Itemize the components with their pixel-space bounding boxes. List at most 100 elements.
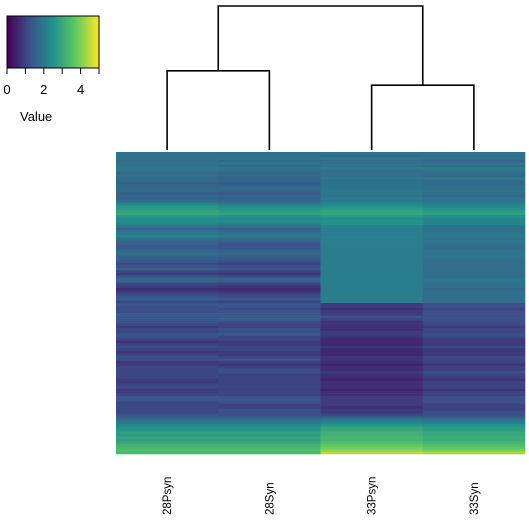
heatmap-cell: [320, 375, 424, 379]
heatmap-cell: [116, 438, 219, 442]
heatmap-cell: [116, 290, 219, 294]
heatmap-cell: [218, 446, 321, 450]
heatmap-cell: [422, 277, 526, 281]
heatmap-cell: [116, 436, 219, 440]
heatmap-cell: [422, 358, 526, 362]
heatmap-cell: [116, 451, 219, 455]
heatmap-cell: [422, 363, 526, 367]
heatmap-cell: [218, 443, 321, 447]
heatmap-cell: [218, 416, 321, 420]
heatmap-cell: [320, 378, 424, 382]
heatmap-cell: [218, 413, 321, 417]
heatmap-cell: [320, 194, 424, 198]
heatmap-cell: [422, 224, 526, 228]
heatmap-cell: [320, 406, 424, 409]
heatmap-cell: [218, 152, 321, 155]
heatmap-cell: [116, 240, 219, 243]
heatmap-cell: [422, 212, 526, 216]
heatmap-cell: [116, 285, 219, 289]
heatmap-cell: [320, 446, 424, 450]
heatmap-cell: [320, 418, 424, 422]
heatmap-cell: [218, 305, 321, 309]
heatmap-cell: [320, 350, 424, 354]
column-label: 28Syn: [264, 482, 276, 515]
heatmap-cell: [320, 280, 424, 284]
heatmap-cell: [116, 353, 219, 357]
heatmap-cell: [116, 174, 219, 178]
heatmap-cell: [422, 235, 526, 238]
heatmap-cell: [218, 174, 321, 178]
heatmap-cell: [320, 426, 424, 430]
heatmap-cell: [116, 255, 219, 258]
heatmap-cell: [218, 431, 321, 435]
heatmap-cell: [422, 290, 526, 294]
heatmap-cell: [116, 328, 219, 331]
heatmap-cell: [422, 448, 526, 452]
heatmap-cell: [116, 194, 219, 198]
heatmap-cell: [320, 355, 424, 359]
heatmap-cell: [218, 451, 321, 455]
heatmap-cell: [218, 265, 321, 269]
heatmap-cell: [116, 386, 219, 389]
heatmap-cell: [218, 280, 321, 284]
heatmap-cell: [116, 154, 219, 158]
heatmap-cell: [422, 199, 526, 203]
heatmap-cell: [422, 297, 526, 301]
heatmap-cell: [320, 174, 424, 178]
heatmap-cell: [116, 275, 219, 279]
heatmap-cell: [422, 204, 526, 208]
heatmap-cell: [422, 431, 526, 435]
heatmap-cell: [218, 257, 321, 261]
heatmap-cell: [320, 345, 424, 349]
heatmap-cell: [218, 232, 321, 236]
heatmap-cell: [116, 197, 219, 201]
heatmap-cell: [116, 315, 219, 319]
heatmap-cell: [218, 207, 321, 211]
heatmap-cell: [320, 232, 424, 236]
heatmap-cell: [116, 159, 219, 163]
heatmap-cell: [320, 277, 424, 281]
heatmap-cell: [116, 323, 219, 326]
heatmap-cell: [218, 295, 321, 299]
heatmap-cell: [422, 368, 526, 372]
heatmap-cell: [320, 303, 424, 306]
heatmap-cell: [116, 318, 219, 321]
heatmap-cell: [218, 272, 321, 276]
heatmap-cell: [218, 167, 321, 170]
heatmap-cell: [320, 179, 424, 183]
heatmap-cell: [116, 355, 219, 359]
heatmap-cell: [422, 267, 526, 271]
heatmap-cell: [218, 262, 321, 266]
heatmap-cell: [116, 280, 219, 284]
heatmap-cell: [422, 426, 526, 430]
heatmap-cell: [422, 292, 526, 296]
heatmap-cell: [116, 381, 219, 384]
heatmap-cell: [422, 436, 526, 440]
heatmap-cell: [422, 265, 526, 269]
heatmap-cell: [320, 438, 424, 442]
heatmap-cell: [320, 197, 424, 201]
heatmap-cell: [320, 290, 424, 294]
heatmap-cell: [320, 318, 424, 321]
heatmap-cell: [422, 373, 526, 377]
heatmap-cell: [422, 411, 526, 415]
heatmap-cell: [218, 187, 321, 191]
heatmap-cell: [320, 257, 424, 261]
heatmap-cell: [218, 333, 321, 337]
heatmap-cell: [320, 154, 424, 158]
heatmap-cell: [116, 413, 219, 417]
heatmap-cell: [116, 207, 219, 211]
heatmap-cell: [116, 448, 219, 452]
heatmap-cell: [116, 313, 219, 316]
heatmap-cell: [422, 396, 526, 399]
heatmap-cell: [218, 423, 321, 427]
heatmap-cell: [422, 428, 526, 432]
heatmap-cell: [422, 162, 526, 165]
heatmap-cell: [116, 257, 219, 261]
heatmap-cell: [218, 267, 321, 271]
heatmap-cell: [116, 270, 219, 274]
heatmap-cell: [422, 270, 526, 274]
heatmap-cell: [218, 224, 321, 228]
heatmap-cell: [422, 202, 526, 206]
heatmap-cell: [218, 250, 321, 253]
